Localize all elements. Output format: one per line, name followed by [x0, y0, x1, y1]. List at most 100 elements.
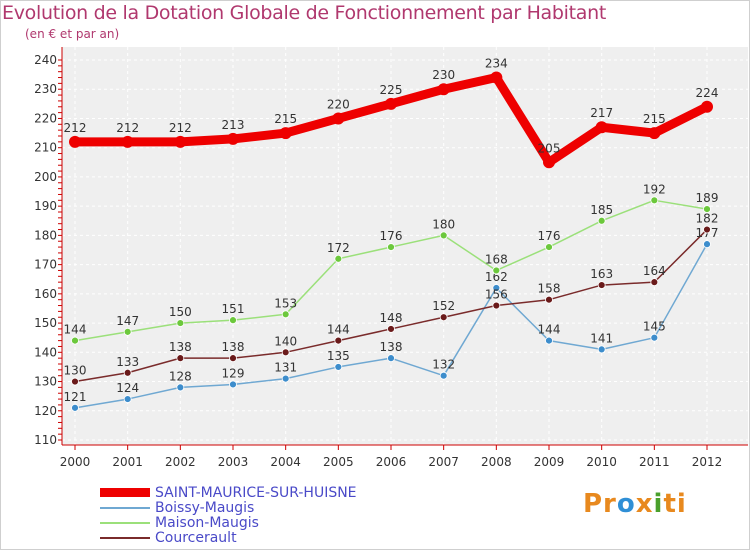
legend-label: SAINT-MAURICE-SUR-HUISNE: [155, 484, 357, 501]
x-tick-label: 2006: [376, 455, 407, 469]
data-point: [439, 313, 448, 322]
data-label: 189: [696, 191, 719, 205]
y-tick-label: 120: [34, 404, 57, 418]
y-tick-label: 230: [34, 82, 57, 96]
data-label: 180: [432, 217, 455, 231]
data-label: 153: [274, 296, 297, 310]
data-label: 128: [169, 369, 192, 383]
y-tick-label: 220: [34, 111, 57, 125]
data-point: [121, 135, 134, 148]
data-label: 147: [116, 314, 139, 328]
data-label: 162: [485, 270, 508, 284]
data-label: 212: [169, 121, 192, 135]
data-point: [545, 336, 553, 345]
x-tick-label: 2011: [639, 455, 670, 469]
data-label: 215: [274, 112, 297, 126]
data-point: [545, 295, 553, 304]
y-tick-label: 170: [34, 258, 57, 272]
data-point: [71, 403, 79, 412]
data-point: [334, 254, 343, 263]
data-label: 129: [222, 366, 245, 380]
data-point: [545, 243, 553, 251]
data-label: 151: [222, 302, 245, 316]
data-label: 131: [274, 361, 297, 375]
logo-part: o: [616, 489, 636, 519]
data-point: [334, 363, 343, 371]
legend-swatch: [100, 506, 150, 509]
data-point: [703, 205, 711, 213]
legend-item: SAINT-MAURICE-SUR-HUISNE: [100, 485, 357, 500]
legend-item: Boissy-Maugis: [100, 500, 254, 515]
data-label: 176: [538, 229, 561, 243]
data-point: [71, 377, 79, 386]
x-tick-label: 2012: [692, 455, 723, 469]
data-point: [281, 348, 290, 357]
y-tick-label: 210: [34, 141, 57, 155]
data-label: 224: [696, 86, 719, 100]
x-tick-label: 2008: [481, 455, 512, 469]
data-point: [439, 231, 448, 240]
y-tick-label: 190: [34, 199, 57, 213]
data-label: 225: [380, 83, 403, 97]
data-point: [123, 327, 132, 336]
data-label: 138: [380, 340, 403, 354]
data-label: 124: [116, 381, 139, 395]
data-label: 152: [432, 299, 455, 313]
data-point: [281, 374, 290, 383]
data-point: [492, 266, 501, 275]
data-label: 135: [327, 349, 350, 363]
data-point: [543, 156, 555, 169]
legend-swatch: [100, 521, 150, 524]
data-label: 144: [327, 323, 350, 337]
data-point: [69, 135, 81, 148]
data-point: [385, 97, 397, 110]
data-label: 163: [590, 267, 613, 281]
y-tick-label: 180: [34, 228, 57, 242]
data-point: [281, 310, 290, 319]
data-point: [71, 336, 79, 345]
data-point: [387, 325, 395, 333]
data-label: 172: [327, 241, 350, 255]
data-label: 158: [538, 282, 561, 296]
data-point: [123, 395, 132, 403]
data-label: 182: [696, 212, 719, 226]
x-tick-label: 2001: [112, 455, 143, 469]
y-tick-label: 240: [34, 53, 57, 67]
data-point: [701, 100, 713, 113]
x-tick-label: 2003: [218, 455, 249, 469]
data-point: [650, 333, 659, 342]
data-label: 192: [643, 182, 666, 196]
y-tick-label: 130: [34, 375, 57, 389]
data-label: 185: [590, 203, 613, 217]
data-label: 138: [169, 340, 192, 354]
data-point: [387, 354, 395, 363]
data-label: 176: [380, 229, 403, 243]
data-label: 121: [64, 390, 87, 404]
data-label: 138: [222, 340, 245, 354]
data-point: [123, 368, 132, 377]
data-point: [650, 196, 659, 205]
data-label: 156: [485, 288, 508, 302]
data-label: 220: [327, 97, 350, 111]
x-tick-label: 2010: [586, 455, 617, 469]
legend-item: Maison-Maugis: [100, 515, 259, 530]
data-label: 132: [432, 358, 455, 372]
y-tick-label: 110: [34, 433, 57, 447]
data-point: [597, 216, 606, 225]
data-point: [229, 316, 237, 325]
logo-part: i: [653, 489, 664, 519]
y-tick-label: 160: [34, 287, 57, 301]
data-label: 234: [485, 57, 508, 71]
data-point: [703, 240, 711, 249]
data-point: [176, 354, 185, 363]
data-label: 212: [116, 121, 139, 135]
data-label: 150: [169, 305, 192, 319]
data-point: [332, 112, 345, 125]
proxiti-logo: Proxiti: [583, 489, 687, 519]
data-point: [176, 383, 185, 392]
data-point: [648, 127, 661, 140]
chart-subtitle: (en € et par an): [25, 27, 120, 41]
data-label: 217: [590, 106, 613, 120]
data-label: 140: [274, 334, 297, 348]
logo-part: Pr: [583, 489, 617, 519]
